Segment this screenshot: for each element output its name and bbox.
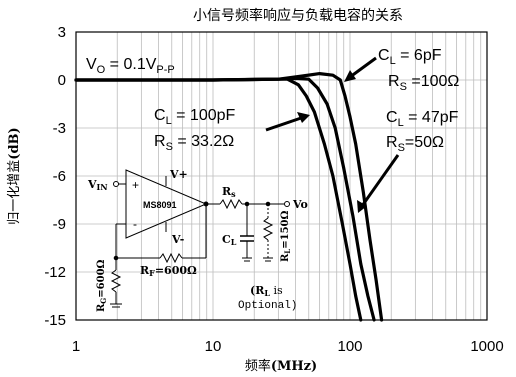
- y-tick-labels: 3 0 -3 -6 -9 -12 -15: [44, 24, 66, 329]
- vo-terminal: [284, 201, 290, 207]
- annotation-rs-100: RS =100Ω: [388, 73, 459, 93]
- y-tick-label: 0: [58, 72, 66, 89]
- annotation-cl-6pf: CL = 6pF: [378, 47, 442, 67]
- x-tick-label: 1000: [470, 338, 503, 355]
- y-tick-label: -6: [53, 168, 66, 185]
- arrow-heads: [297, 70, 367, 213]
- annotation-arrows: [265, 56, 400, 207]
- x-tick-label: 1: [72, 338, 80, 355]
- arrow-head-100pf: [297, 112, 310, 123]
- y-axis-label: 归一化增益(dB): [7, 127, 22, 224]
- y-axis-label-unit: (dB): [7, 127, 22, 159]
- annotation-cl-100pf: CL = 100pF: [154, 107, 236, 127]
- y-axis-label-text: 归一化增益: [7, 160, 22, 225]
- arrow-head-6pf: [344, 70, 356, 82]
- vminus-label: V-: [171, 233, 184, 246]
- x-tick-label: 10: [205, 338, 222, 355]
- annotation-rs-33: RS = 33.2Ω: [154, 133, 234, 153]
- circuit-labels: VIN + - MS8091 V+ V- Rs Vo CL RL=150Ω RF…: [87, 168, 308, 312]
- vo-circuit-label: Vo: [292, 198, 308, 211]
- rg-resistor: [110, 269, 122, 293]
- annotation-rs-50: RS=50Ω: [386, 134, 444, 154]
- y-tick-label: -3: [53, 120, 66, 137]
- plot-frame: [75, 31, 488, 321]
- x-axis-label-text: 频率: [245, 358, 271, 374]
- rl-label: RL=150Ω: [280, 211, 292, 262]
- opamp-symbol: [125, 169, 208, 239]
- series-group: [74, 71, 384, 322]
- rl-note-line2: Optional): [238, 300, 297, 312]
- vin-terminal: [113, 181, 119, 187]
- x-tick-labels: 1 10 100 1000: [72, 338, 504, 355]
- vin-label: VIN: [87, 178, 108, 192]
- rf-resistor: [159, 252, 183, 264]
- arrow-6pf: [349, 56, 377, 79]
- rg-label: RG=600Ω: [96, 259, 108, 312]
- y-tick-label: 3: [58, 24, 66, 41]
- arrow-head-47pf: [357, 200, 367, 213]
- y-tick-label: -9: [53, 216, 66, 233]
- x-axis-label: 频率(MHz): [245, 358, 317, 374]
- annotation-vo: VO = 0.1VP-P: [86, 56, 175, 76]
- vplus-label: V+: [169, 168, 188, 181]
- y-tick-label: -15: [44, 312, 66, 329]
- opamp-minus: -: [133, 217, 137, 231]
- opamp-plus: +: [132, 178, 139, 192]
- arrow-100pf: [265, 115, 305, 132]
- x-tick-label: 100: [337, 338, 362, 355]
- x-axis-label-unit: (MHz): [271, 359, 317, 374]
- rf-label: RF=600Ω: [140, 264, 197, 278]
- rl-resistor: [262, 217, 274, 241]
- annotation-cl-47pf: CL = 47pF: [386, 109, 459, 129]
- rs-label: Rs: [222, 185, 236, 199]
- circuit-schematic: [110, 169, 290, 308]
- y-tick-label: -12: [44, 264, 66, 281]
- rs-resistor: [219, 198, 243, 210]
- arrow-47pf: [360, 154, 400, 207]
- series-line-3: [74, 77, 363, 322]
- opamp-label: MS8091: [143, 200, 177, 210]
- cl-label: CL: [222, 233, 237, 247]
- rl-note-line1: (RL is: [250, 284, 283, 298]
- chart-title: 小信号频率响应与负载电容的关系: [193, 7, 403, 24]
